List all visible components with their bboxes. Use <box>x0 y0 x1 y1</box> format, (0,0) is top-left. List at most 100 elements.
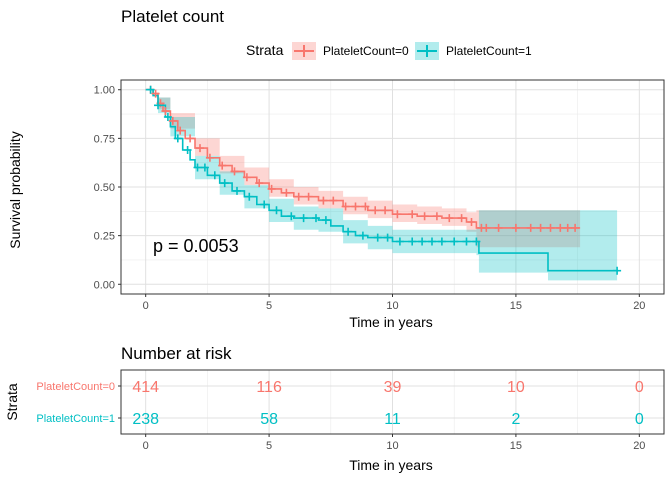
censor-mark-series-0 <box>230 167 239 176</box>
censor-mark-series-0 <box>151 89 160 98</box>
censor-mark-series-0 <box>351 202 360 211</box>
censor-mark-series-0 <box>186 134 195 143</box>
censor-mark-series-1 <box>163 113 172 121</box>
km-gridlines <box>121 80 664 294</box>
km-y-tick-label: 0.50 <box>94 182 115 194</box>
km-x-axis-title: Time in years <box>349 314 433 330</box>
risk-x-tick-label: 5 <box>266 440 272 452</box>
risk-cell-row-1: 11 <box>384 411 401 428</box>
censor-mark-series-1 <box>321 216 330 225</box>
risk-x-tick-label: 15 <box>510 440 522 452</box>
censor-mark-series-1 <box>245 192 254 201</box>
censor-mark-series-1 <box>193 163 202 172</box>
legend-label-series-1: PlateletCount=1 <box>446 44 532 58</box>
censor-mark-series-0 <box>393 210 402 219</box>
km-x-tick-label: 10 <box>386 300 398 312</box>
risk-cell-row-0: 10 <box>507 379 525 396</box>
km-y-axis-title: Survival probability <box>7 131 23 249</box>
km-y-tick-label: 0.75 <box>94 133 115 145</box>
censor-mark-series-1 <box>450 237 459 246</box>
km-y-tick-label: 0.25 <box>94 231 115 243</box>
censor-mark-series-1 <box>287 212 296 221</box>
censor-mark-series-1 <box>383 233 392 242</box>
censor-mark-series-1 <box>220 179 229 188</box>
censor-mark-series-0 <box>196 144 204 153</box>
km-x-tick-label: 5 <box>266 300 272 312</box>
censor-mark-series-0 <box>381 206 390 215</box>
risk-cell-row-0: 414 <box>132 379 159 396</box>
risk-table-row-labels: PlateletCount=0 PlateletCount=1 <box>36 381 121 425</box>
censor-mark-series-1 <box>272 206 281 215</box>
censor-mark-series-1 <box>200 163 209 172</box>
confidence-band-series-1 <box>145 89 618 281</box>
legend-title: Strata <box>246 42 284 58</box>
legend-label-series-0: PlateletCount=0 <box>323 44 409 58</box>
censor-mark-series-1 <box>173 134 182 143</box>
km-x-tick-label: 20 <box>633 300 645 312</box>
censor-mark-series-0 <box>526 223 535 232</box>
legend-key-series-0 <box>292 42 316 60</box>
legend-key-series-1 <box>415 42 439 60</box>
risk-row-label-1: PlateletCount=1 <box>36 413 115 425</box>
censor-mark-series-0 <box>176 126 185 135</box>
km-y-axis: 0.00 0.25 0.50 0.75 1.00 <box>94 85 121 291</box>
risk-cell-row-1: 0 <box>635 411 644 428</box>
censor-mark-series-1 <box>472 237 481 246</box>
censor-mark-series-0 <box>457 214 466 223</box>
censor-mark-series-1 <box>437 237 446 246</box>
km-censor-marks <box>146 85 622 275</box>
risk-table-gridlines <box>121 370 664 434</box>
km-y-tick-label: 1.00 <box>94 85 115 97</box>
km-x-tick-label: 15 <box>510 300 522 312</box>
risk-x-tick-label: 10 <box>386 440 398 452</box>
risk-row-label-0: PlateletCount=0 <box>36 381 115 393</box>
censor-mark-series-0 <box>294 192 303 201</box>
censor-mark-series-0 <box>161 107 170 116</box>
censor-mark-series-0 <box>242 173 251 182</box>
censor-mark-series-1 <box>344 227 353 236</box>
risk-x-tick-label: 0 <box>143 440 149 452</box>
km-x-tick-label: 0 <box>143 300 149 312</box>
risk-table-title: Number at risk <box>121 344 232 363</box>
risk-cell-row-0: 39 <box>384 379 402 396</box>
censor-mark-series-0 <box>267 184 276 193</box>
risk-cell-row-1: 2 <box>511 411 520 428</box>
censor-mark-series-0 <box>571 223 580 232</box>
censor-mark-series-0 <box>432 212 441 221</box>
censor-mark-series-1 <box>210 171 219 180</box>
legend: Strata PlateletCount=0 PlateletCount=1 <box>246 42 532 60</box>
censor-mark-series-0 <box>408 210 417 219</box>
censor-mark-series-0 <box>329 196 338 205</box>
p-value-annotation: p = 0.0053 <box>153 236 239 256</box>
km-y-tick-label: 0.00 <box>94 279 115 291</box>
risk-table-cells: 414 116 39 10 0 238 58 11 2 0 <box>132 379 644 428</box>
censor-mark-series-0 <box>536 223 545 232</box>
censor-mark-series-0 <box>511 223 520 232</box>
risk-x-tick-label: 20 <box>633 440 645 452</box>
risk-cell-row-1: 238 <box>132 411 159 428</box>
risk-table-y-axis-title: Strata <box>4 383 20 421</box>
chart-title: Platelet count <box>121 7 224 26</box>
censor-mark-series-1 <box>146 85 155 94</box>
censor-mark-series-1 <box>233 186 241 195</box>
risk-table-x-axis: 0 5 10 15 20 <box>143 434 645 452</box>
censor-mark-series-1 <box>312 214 320 223</box>
censor-mark-series-0 <box>467 218 476 226</box>
censor-mark-series-0 <box>445 214 454 223</box>
censor-mark-series-1 <box>428 237 436 246</box>
censor-mark-series-0 <box>255 179 264 188</box>
censor-mark-series-0 <box>494 223 503 232</box>
censor-mark-series-0 <box>282 188 291 197</box>
km-plot-panel: 0.00 0.25 0.50 0.75 1.00 0 5 10 15 20 Time in ye… <box>7 79 665 330</box>
km-x-axis: 0 5 10 15 20 <box>143 294 645 312</box>
censor-mark-series-0 <box>304 192 313 201</box>
censor-mark-series-1 <box>613 266 622 275</box>
risk-cell-row-0: 116 <box>256 379 282 396</box>
censor-mark-series-1 <box>462 237 471 246</box>
censor-mark-series-0 <box>563 223 572 232</box>
risk-table-x-axis-title: Time in years <box>349 457 433 473</box>
censor-mark-series-0 <box>546 223 555 232</box>
